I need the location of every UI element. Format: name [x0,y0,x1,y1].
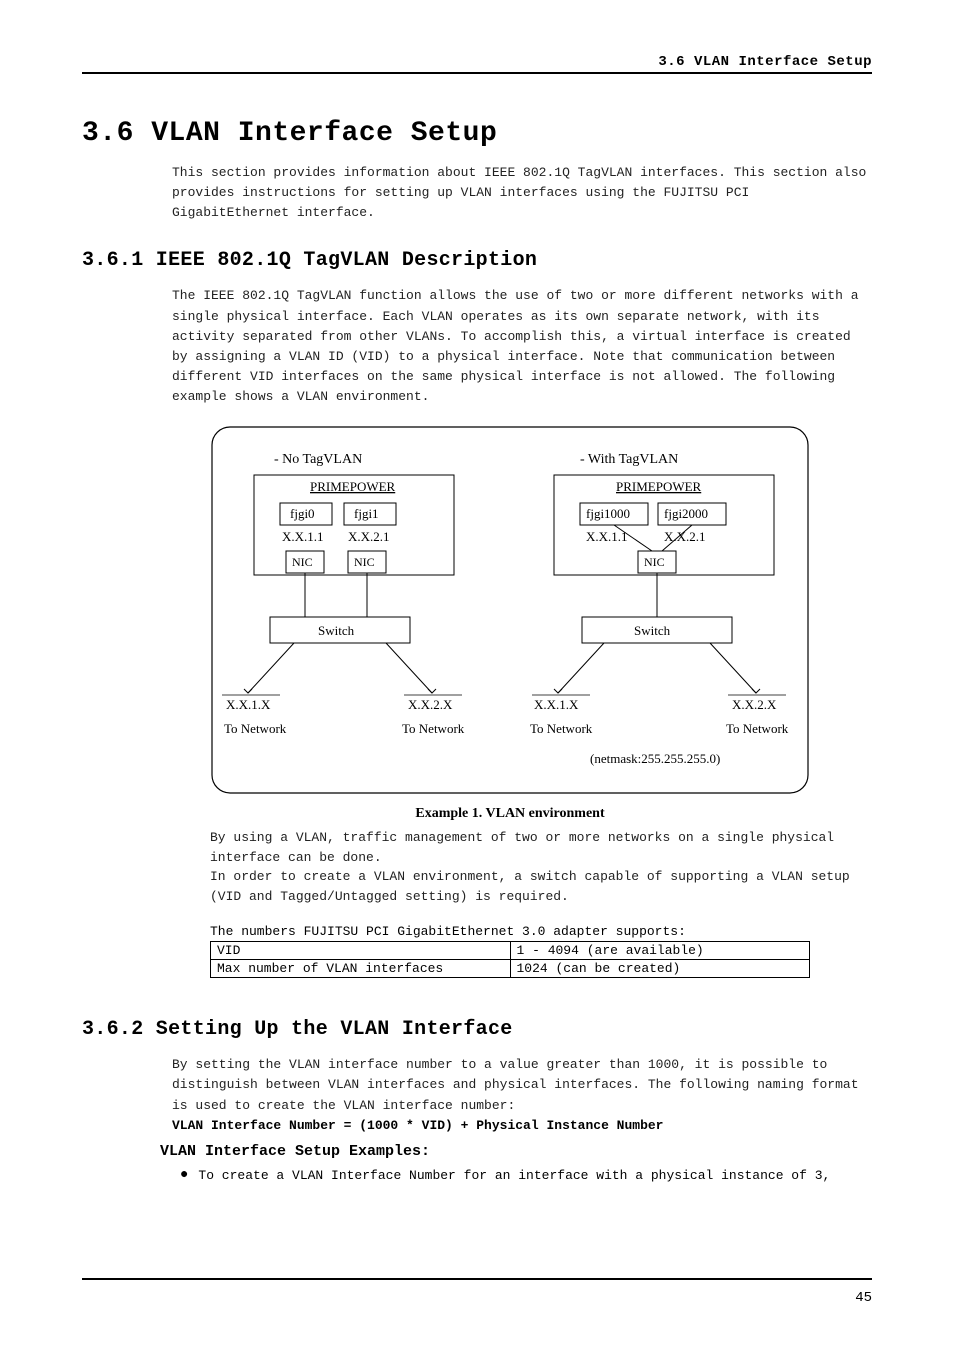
running-header-text: 3.6 VLAN Interface Setup [658,54,872,70]
intro-paragraph: This section provides information about … [172,163,872,223]
svg-text:X.X.2.1: X.X.2.1 [348,529,390,544]
section-title-3-6-2: 3.6.2 Setting Up the VLAN Interface [82,1018,872,1041]
section-title-3-6-1: 3.6.1 IEEE 802.1Q TagVLAN Description [82,249,872,272]
page-number: 45 [855,1290,872,1306]
svg-text:Switch: Switch [634,623,671,638]
section-title-3-6: 3.6 VLAN Interface Setup [82,118,872,149]
examples-heading: VLAN Interface Setup Examples: [160,1143,872,1160]
svg-text:Switch: Switch [318,623,355,638]
svg-text:NIC: NIC [644,555,665,569]
support-table-intro: The numbers FUJITSU PCI GigabitEthernet … [210,924,872,939]
s361-paragraph: The IEEE 802.1Q TagVLAN function allows … [172,286,872,407]
vlan-diagram: - No TagVLAN PRIMEPOWER fjgi0 fjgi1 X.X.… [210,425,872,800]
table-cell: 1 - 4094 (are available) [510,942,810,960]
s361-after-1: By using a VLAN, traffic management of t… [210,828,872,867]
svg-text:To Network: To Network [224,721,287,736]
footer: 45 [82,1278,872,1306]
svg-text:To Network: To Network [530,721,593,736]
bullet-text: To create a VLAN Interface Number for an… [198,1166,830,1186]
svg-text:X.X.1.1: X.X.1.1 [586,529,628,544]
svg-text:PRIMEPOWER: PRIMEPOWER [310,479,396,494]
svg-text:To Network: To Network [402,721,465,736]
svg-text:NIC: NIC [354,555,375,569]
svg-text:fjgi1000: fjgi1000 [586,506,630,521]
bullet-item: ● To create a VLAN Interface Number for … [180,1166,872,1186]
svg-text:X.X.1.X: X.X.1.X [226,697,271,712]
svg-text:fjgi1: fjgi1 [354,506,379,521]
svg-text:PRIMEPOWER: PRIMEPOWER [616,479,702,494]
vlan-formula: VLAN Interface Number = (1000 * VID) + P… [172,1118,872,1133]
svg-text:- No TagVLAN: - No TagVLAN [274,452,362,467]
svg-text:(netmask:255.255.255.0): (netmask:255.255.255.0) [590,751,720,766]
svg-text:- With TagVLAN: - With TagVLAN [580,452,678,467]
bullet-icon: ● [180,1166,188,1186]
table-cell: VID [211,942,511,960]
svg-text:X.X.1.1: X.X.1.1 [282,529,324,544]
svg-text:X.X.2.X: X.X.2.X [408,697,453,712]
table-row: Max number of VLAN interfaces 1024 (can … [211,960,810,978]
s362-paragraph: By setting the VLAN interface number to … [172,1055,872,1115]
svg-text:fjgi2000: fjgi2000 [664,506,708,521]
page: 3.6 VLAN Interface Setup 3.6 VLAN Interf… [0,0,954,1350]
table-cell: 1024 (can be created) [510,960,810,978]
support-table: VID 1 - 4094 (are available) Max number … [210,941,810,978]
svg-text:NIC: NIC [292,555,313,569]
table-cell: Max number of VLAN interfaces [211,960,511,978]
table-row: VID 1 - 4094 (are available) [211,942,810,960]
diagram-caption: Example 1. VLAN environment [210,806,810,822]
s361-after-2: In order to create a VLAN environment, a… [210,867,872,906]
svg-text:X.X.2.X: X.X.2.X [732,697,777,712]
svg-text:X.X.1.X: X.X.1.X [534,697,579,712]
svg-text:fjgi0: fjgi0 [290,506,315,521]
running-header: 3.6 VLAN Interface Setup [82,54,872,74]
svg-text:To Network: To Network [726,721,789,736]
